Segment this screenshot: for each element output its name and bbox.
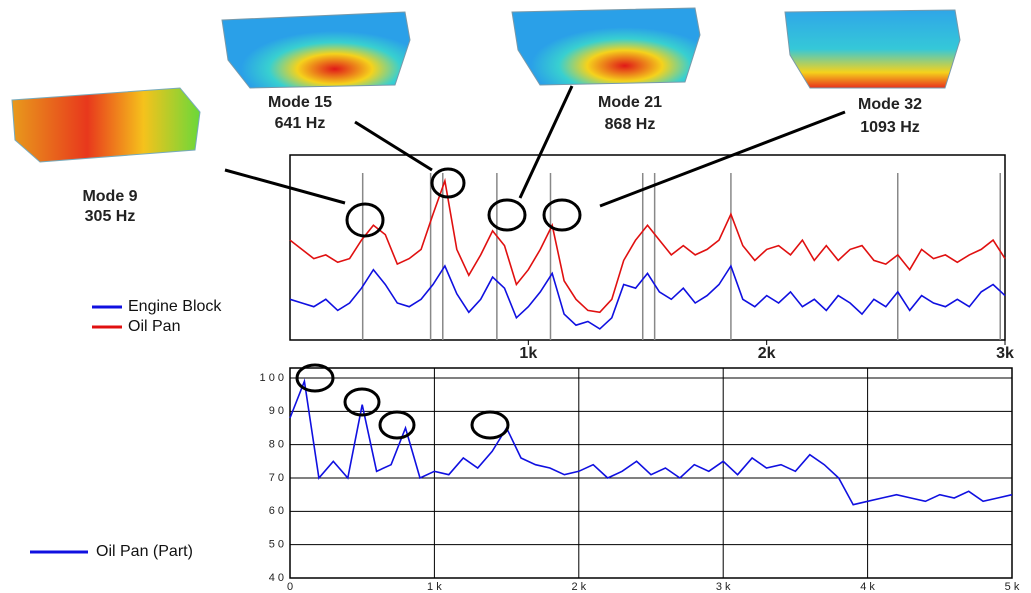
- x-tick-label: 5 k: [1005, 581, 1020, 593]
- x-tick-label: 2 k: [571, 581, 586, 593]
- mode-freq: 641 Hz: [275, 115, 326, 132]
- leader-line: [355, 122, 432, 170]
- figure: 1k 2k 3k Engine Block Oil Pan 4 0 5 0 6 0 7 0 8 0…: [0, 0, 1031, 593]
- y-tick-label: 5 0: [269, 539, 284, 551]
- annotations: Mode 9 305 Hz Mode 15 641 Hz Mode 21 868…: [82, 86, 922, 438]
- plot-frame: [290, 368, 1012, 578]
- mode-label: Mode 32: [858, 96, 922, 113]
- mode-freq: 868 Hz: [605, 116, 656, 133]
- y-tick-label: 4 0: [269, 572, 284, 584]
- circle: [472, 412, 508, 438]
- mode-15-image: [222, 12, 410, 88]
- mode-9-image: [12, 88, 200, 162]
- x-tick-label: 1 k: [427, 581, 442, 593]
- circle: [432, 169, 464, 197]
- circle: [380, 412, 414, 438]
- x-tick-label: 2k: [758, 345, 776, 362]
- mode-freq: 1093 Hz: [860, 119, 920, 136]
- mode-images: [12, 8, 960, 162]
- circle: [544, 200, 580, 230]
- circle: [489, 200, 525, 230]
- x-tick-label: 3 k: [716, 581, 731, 593]
- leader-line: [520, 86, 572, 198]
- y-tick-label: 7 0: [269, 472, 284, 484]
- mode-label: Mode 21: [598, 94, 662, 111]
- mode-label: Mode 15: [268, 94, 332, 111]
- y-tick-label: 6 0: [269, 505, 284, 517]
- y-tick-label: 8 0: [269, 439, 284, 451]
- mode-label: Mode 9: [82, 188, 137, 205]
- leader-line: [225, 170, 345, 203]
- series-line: [290, 381, 1012, 504]
- mode-32-image: [785, 10, 960, 88]
- mode-freq: 305 Hz: [85, 208, 136, 225]
- legend-label: Engine Block: [128, 298, 222, 315]
- x-tick-label: 0: [287, 581, 293, 593]
- y-tick-label: 9 0: [269, 405, 284, 417]
- x-tick-label: 4 k: [860, 581, 875, 593]
- y-tick-label: 1 0 0: [260, 372, 284, 384]
- x-tick-label: 3k: [996, 345, 1014, 362]
- circle: [347, 204, 383, 236]
- mode-21-image: [512, 8, 700, 85]
- highlight-circles: [297, 169, 580, 438]
- legend-label: Oil Pan (Part): [96, 543, 193, 560]
- legend-label: Oil Pan: [128, 318, 180, 335]
- x-tick-label: 1k: [519, 345, 537, 362]
